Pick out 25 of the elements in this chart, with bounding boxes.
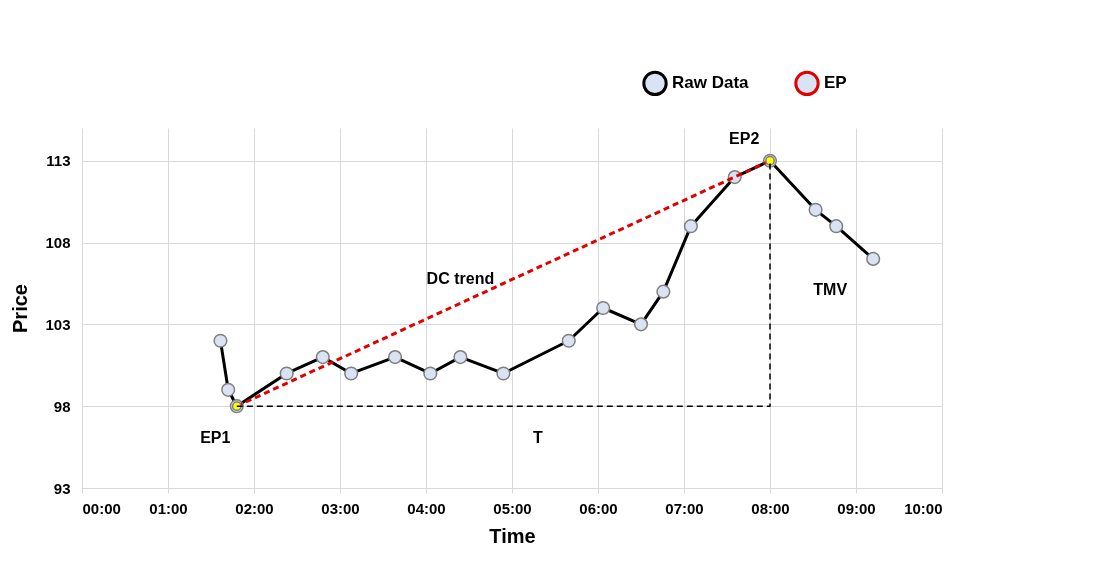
x-tick-label: 00:00 <box>82 499 121 517</box>
x-tick-label: 02:00 <box>235 499 274 517</box>
y-tick-label: 103 <box>45 315 71 333</box>
y-tick-label: 113 <box>46 152 71 170</box>
annotation: T <box>532 428 543 446</box>
y-tick-label: 98 <box>53 397 71 415</box>
x-tick-label: 09:00 <box>837 499 876 517</box>
y-axis-title: Price <box>9 284 32 333</box>
annotation: EP2 <box>729 129 760 147</box>
y-tick-label: 108 <box>45 234 71 252</box>
annotation: EP1 <box>200 428 231 446</box>
x-tick-label: 06:00 <box>579 499 618 517</box>
x-tick-label: 03:00 <box>321 499 360 517</box>
x-tick-label: 05:00 <box>493 499 532 517</box>
x-tick-label: 01:00 <box>149 499 188 517</box>
x-tick-label: 04:00 <box>407 499 446 517</box>
legend-label: EP <box>824 73 847 93</box>
x-tick-label: 07:00 <box>665 499 704 517</box>
legend-label: Raw Data <box>672 73 750 93</box>
x-tick-label: 10:00 <box>904 499 943 517</box>
x-tick-label: 08:00 <box>751 499 790 517</box>
y-tick-label: 93 <box>53 479 71 497</box>
annotation: DC trend <box>426 270 495 288</box>
x-axis-title: Time <box>489 524 536 547</box>
annotation: TMV <box>813 281 848 298</box>
